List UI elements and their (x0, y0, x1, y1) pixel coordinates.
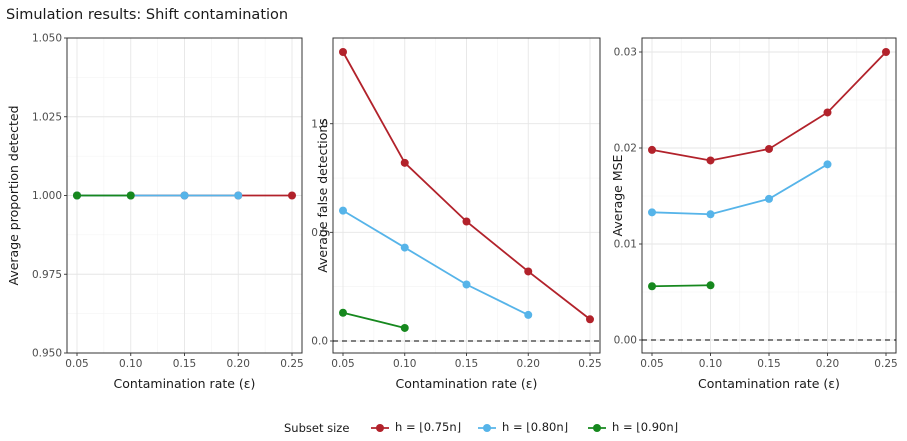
legend-marker (376, 424, 384, 432)
x-tick-label: 0.15 (173, 358, 196, 370)
data-point (126, 191, 135, 200)
legend-entry-2: h = ⌊0.80n⌋ (478, 420, 568, 434)
x-tick-label: 0.25 (280, 358, 303, 370)
y-tick-label: 1.025 (32, 111, 62, 123)
y-tick-label: 1.0 (311, 118, 328, 130)
data-point (706, 210, 715, 219)
data-point (234, 191, 243, 200)
x-tick-label: 0.25 (874, 358, 897, 370)
data-point (648, 208, 656, 217)
data-point (765, 144, 773, 153)
x-tick-label: 0.05 (640, 358, 663, 370)
panel-2: 0.05 0.10 0.15 0.20 0.25 0.0 0.5 1.0 Contaminati… (311, 37, 602, 391)
x-tick-label: 0.10 (699, 358, 722, 370)
legend-label: h = ⌊0.75n⌋ (395, 420, 461, 434)
x-tick-label: 0.20 (816, 358, 839, 370)
legend-title: Subset size (284, 421, 349, 435)
y-tick-label: 0.03 (614, 47, 637, 59)
y-tick-label: 0.00 (614, 335, 637, 347)
y-axis-label: Average proportion detected (6, 105, 21, 285)
data-point (73, 191, 81, 200)
y-tick-label: 0.01 (614, 239, 637, 251)
data-point (339, 308, 347, 317)
x-tick-label: 0.05 (65, 358, 88, 370)
data-point (706, 156, 715, 165)
data-point (400, 323, 409, 332)
y-tick-label: 0.5 (311, 227, 328, 239)
x-axis-label: Contamination rate (ε) (698, 376, 840, 391)
legend-entry-3: h = ⌊0.90n⌋ (588, 420, 678, 434)
legend-marker (483, 424, 491, 432)
y-tick-label: 1.050 (32, 33, 62, 45)
y-tick-label: 0.950 (32, 348, 62, 360)
panel-3: 0.05 0.10 0.15 0.20 0.25 0.00 0.01 0.02 0.03 Cont… (610, 37, 898, 391)
data-point (823, 108, 832, 117)
legend-marker (593, 424, 601, 432)
legend-label: h = ⌊0.90n⌋ (612, 420, 678, 434)
data-point (400, 158, 409, 167)
x-tick-label: 0.20 (227, 358, 250, 370)
x-tick-label: 0.20 (517, 358, 540, 370)
data-point (524, 267, 533, 276)
y-axis-label: Average MSE (610, 154, 625, 236)
data-point (339, 206, 347, 215)
series-line-2 (342, 209, 529, 316)
data-point (180, 191, 189, 200)
x-axis-label: Contamination rate (ε) (396, 376, 538, 391)
data-point (648, 282, 656, 291)
data-point (706, 281, 715, 290)
legend-entry-1: h = ⌊0.75n⌋ (371, 420, 461, 434)
y-tick-label: 1.000 (32, 190, 62, 202)
y-tick-label: 0.0 (311, 336, 328, 348)
data-point (462, 280, 471, 289)
data-point (586, 315, 594, 324)
x-tick-label: 0.15 (757, 358, 780, 370)
x-tick-label: 0.10 (393, 358, 416, 370)
data-point (823, 160, 832, 169)
x-tick-label: 0.25 (578, 358, 601, 370)
data-point (882, 48, 890, 56)
x-tick-label: 0.10 (119, 358, 142, 370)
series-line-3 (342, 311, 405, 329)
data-point (339, 48, 347, 56)
x-axis-label: Contamination rate (ε) (114, 376, 256, 391)
data-point (288, 191, 296, 200)
series-line-3 (651, 284, 711, 288)
y-axis-label: Average false detections (315, 118, 330, 273)
data-point (524, 310, 533, 319)
panel-1: 0.05 0.10 0.15 0.20 0.25 0.950 0.975 1.000 1.025… (6, 33, 304, 391)
y-tick-label: 0.975 (32, 269, 62, 281)
data-point (400, 243, 409, 252)
panels: 0.05 0.10 0.15 0.20 0.25 0.950 0.975 1.000 1.025… (6, 33, 898, 391)
series-line-2 (651, 163, 828, 216)
data-point (648, 145, 656, 154)
legend: Subset size h = ⌊0.75n⌋ h = ⌊0.80n⌋ h = ⌊0… (284, 420, 678, 435)
data-point (462, 217, 471, 226)
y-tick-label: 0.02 (614, 143, 637, 155)
legend-label: h = ⌊0.80n⌋ (502, 420, 568, 434)
data-point (765, 194, 773, 203)
x-tick-label: 0.15 (455, 358, 478, 370)
x-tick-label: 0.05 (331, 358, 354, 370)
figure-title: Simulation results: Shift contamination (6, 7, 288, 23)
